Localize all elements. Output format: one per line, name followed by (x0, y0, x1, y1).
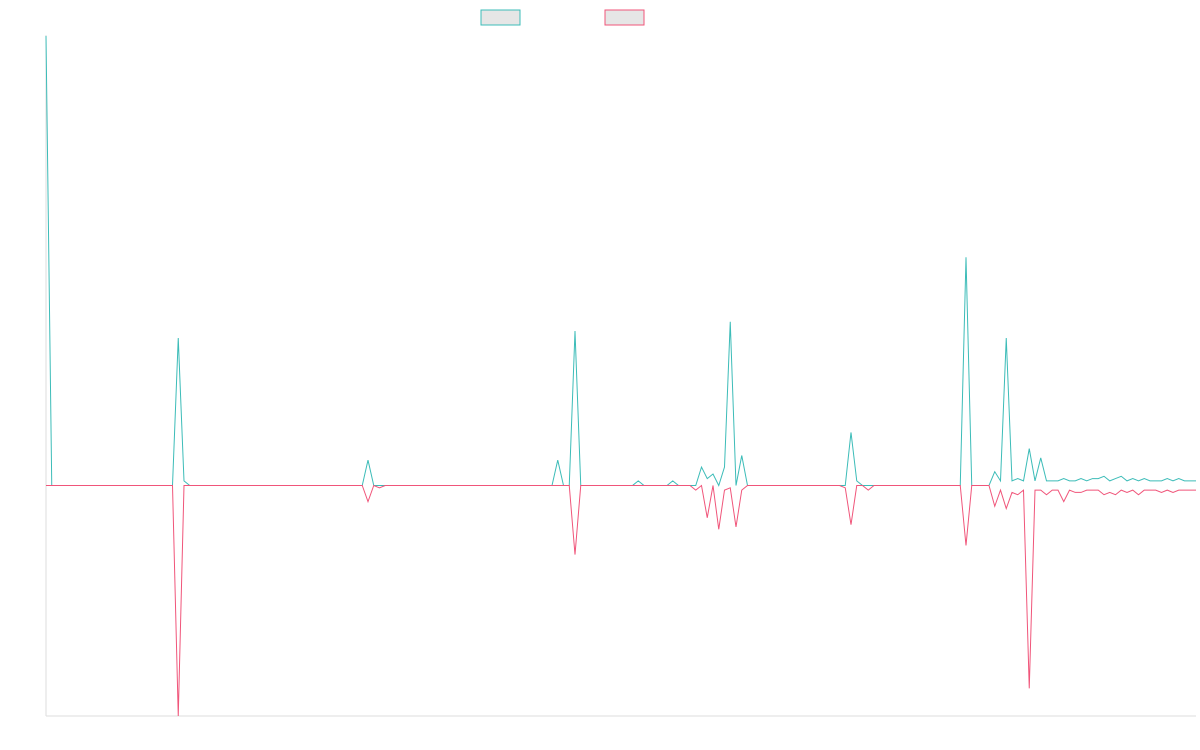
series-line-a (45, 35, 1196, 487)
axes (45, 35, 1196, 717)
legend[interactable] (480, 9, 645, 26)
series-line-b (46, 484, 1196, 717)
plot-area (45, 35, 1196, 717)
legend-swatch-series-b[interactable] (604, 9, 645, 26)
legend-swatch-series-a[interactable] (480, 9, 521, 26)
